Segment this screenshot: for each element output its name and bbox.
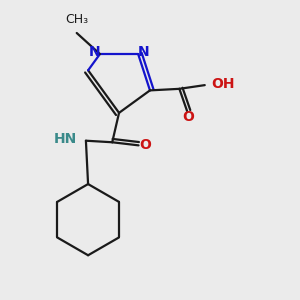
Text: HN: HN	[54, 133, 77, 146]
Text: O: O	[140, 138, 151, 152]
Text: N: N	[137, 45, 149, 59]
Text: O: O	[182, 110, 194, 124]
Text: N: N	[88, 45, 100, 59]
Text: CH₃: CH₃	[65, 13, 88, 26]
Text: OH: OH	[212, 77, 235, 91]
